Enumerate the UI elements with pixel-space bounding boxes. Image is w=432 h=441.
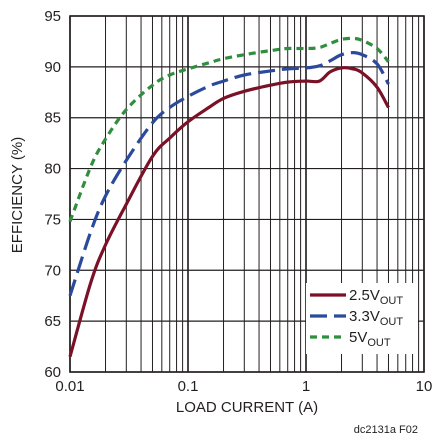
y-tick-label: 75 (44, 211, 61, 228)
x-axis-label: LOAD CURRENT (A) (176, 399, 318, 416)
x-tick-label: 1 (302, 378, 310, 395)
y-tick-label: 80 (44, 161, 61, 178)
y-tick-label: 65 (44, 313, 61, 330)
footnote: dc2131a F02 (354, 424, 418, 436)
series-line-2 (70, 38, 389, 221)
y-tick-label: 85 (44, 110, 61, 127)
y-tick-label: 90 (44, 59, 61, 76)
legend-label-subscript: OUT (367, 337, 391, 349)
y-tick-label: 60 (44, 364, 61, 381)
legend-label-subscript: OUT (380, 295, 404, 307)
x-tick-label: 10 (416, 378, 432, 395)
y-axis-label: EFFICIENCY (%) (9, 137, 26, 253)
legend-label-subscript: OUT (380, 316, 404, 328)
legend-label-main: 5V (349, 329, 367, 346)
y-tick-label: 70 (44, 262, 61, 279)
series-line-1 (70, 53, 389, 296)
y-tick-label: 95 (44, 8, 61, 25)
legend-label-main: 3.3V (349, 308, 380, 325)
x-tick-label: 0.1 (178, 378, 199, 395)
legend-label-main: 2.5V (349, 287, 380, 304)
